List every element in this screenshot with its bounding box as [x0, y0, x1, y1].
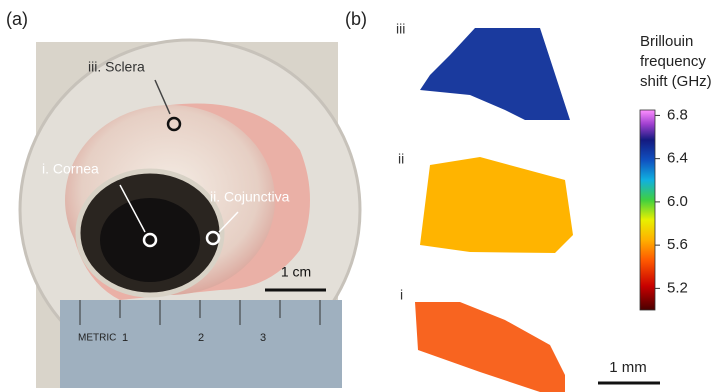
figure: (a) iii. Sclera i. Cornea ii. Cojunctiva…	[0, 0, 722, 392]
ruler-text: 2	[198, 332, 204, 344]
brillouin-map	[415, 302, 565, 392]
photo	[20, 40, 360, 388]
colorbar-tick-label: 6.0	[667, 193, 688, 210]
colorbar-tick-label: 5.6	[667, 236, 688, 253]
colorbar-title: frequency	[640, 53, 706, 70]
colorbar-ticks: 5.2 5.6 6.0 6.4 6.8	[655, 106, 688, 296]
colorbar-title: shift (GHz)	[640, 73, 712, 90]
scale-bar-label: 1 mm	[609, 359, 647, 376]
annotation: i. Cornea	[42, 161, 99, 177]
colorbar-tick-label: 5.2	[667, 279, 688, 296]
colorbar-tick-label: 6.8	[667, 106, 688, 123]
annotation: iii. Sclera	[88, 59, 145, 75]
ruler-text: 3	[260, 332, 266, 344]
map-label: iii	[396, 21, 405, 37]
ruler-text: METRIC	[78, 333, 116, 344]
panel-label: (b)	[345, 9, 367, 29]
panel-label: (a)	[6, 9, 28, 29]
brillouin-map	[420, 157, 573, 253]
colorbar	[640, 110, 655, 310]
ruler-text: 1	[122, 332, 128, 344]
colorbar-title: Brillouin	[640, 33, 693, 50]
scale-bar-label: 1 cm	[281, 264, 311, 280]
map-label: ii	[398, 151, 404, 167]
brillouin-map	[420, 28, 570, 120]
colorbar-tick-label: 6.4	[667, 150, 688, 167]
map-label: i	[400, 287, 403, 303]
annotation: ii. Cojunctiva	[210, 189, 290, 205]
